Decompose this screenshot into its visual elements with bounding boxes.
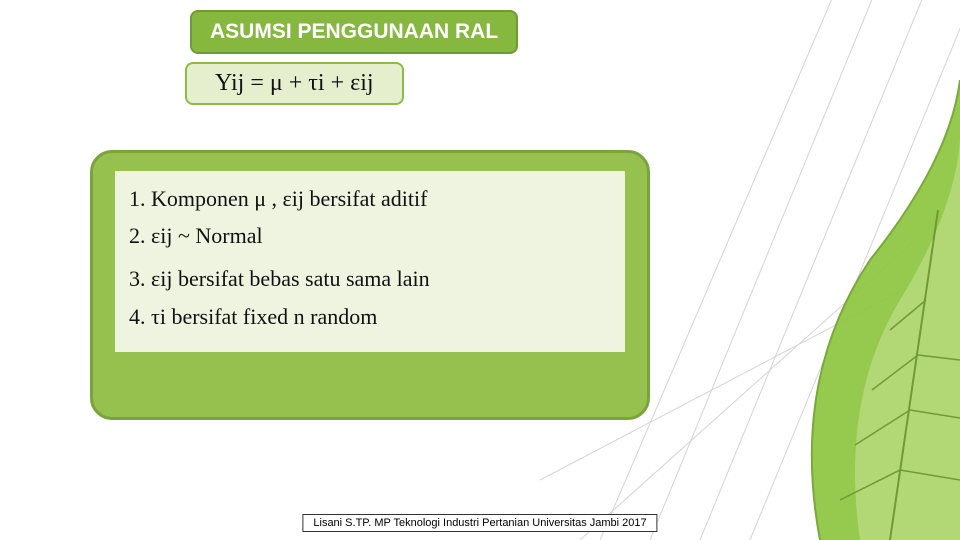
assumption-item-3: 3. εij bersifat bebas satu sama lain [129, 261, 611, 296]
formula-box: Yij = μ + τi + εij [185, 62, 404, 105]
slide: ASUMSI PENGGUNAAN RAL Yij = μ + τi + εij… [0, 0, 960, 540]
footer-credit: Lisani S.TP. MP Teknologi Industri Perta… [302, 514, 657, 532]
assumption-item-1: 1. Komponen μ , εij bersifat aditif [129, 181, 611, 216]
assumptions-panel: 1. Komponen μ , εij bersifat aditif 2. ε… [90, 150, 650, 420]
assumptions-inner: 1. Komponen μ , εij bersifat aditif 2. ε… [115, 171, 625, 352]
slide-title: ASUMSI PENGGUNAAN RAL [190, 10, 518, 54]
assumption-item-2: 2. εij ~ Normal [129, 218, 611, 253]
assumption-item-4: 4. τi bersifat fixed n random [129, 299, 611, 334]
